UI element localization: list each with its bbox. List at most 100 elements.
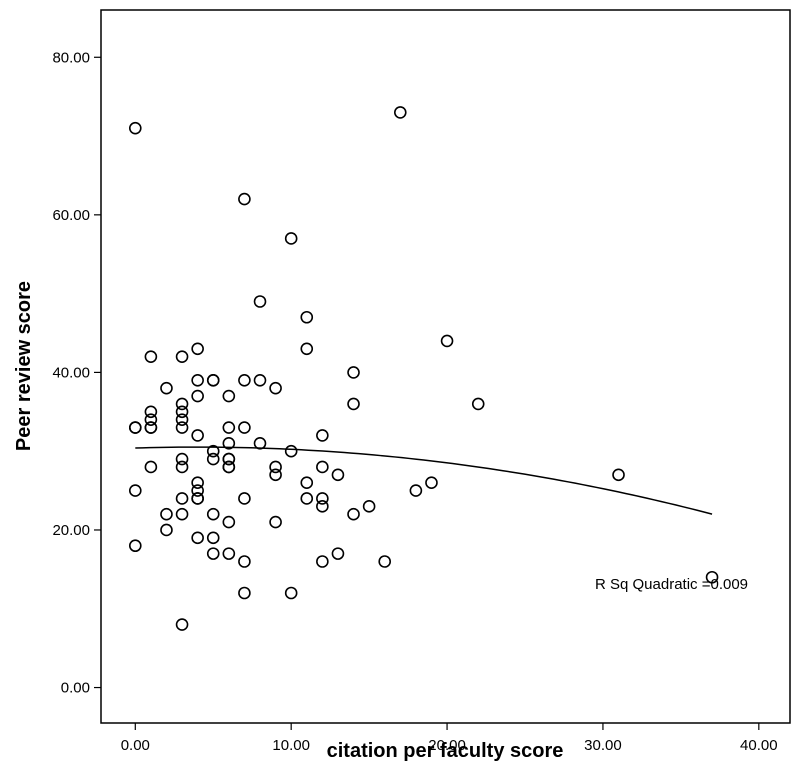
data-point [222,421,236,434]
data-point [362,500,376,513]
data-point [206,507,220,521]
data-point [175,350,189,363]
data-point [316,492,329,505]
data-point [144,460,158,474]
x-tick-label: 40.00 [740,737,778,754]
data-point [253,295,267,308]
data-point [300,342,314,356]
data-point [316,429,329,442]
data-point [316,555,329,568]
data-point [222,515,236,529]
x-axis-ticks: 0.00 10.00 20.00 30.00 40.00 [121,723,778,754]
data-point [238,492,251,505]
data-point [191,531,204,545]
data-point [191,373,204,387]
data-point [316,460,329,474]
data-point [284,232,298,245]
data-point [393,106,407,119]
data-point [284,444,298,458]
data-point [269,460,282,474]
data-point [206,531,220,545]
data-point [191,342,204,356]
data-point [471,397,485,411]
data-point [191,492,204,505]
data-point [144,421,158,434]
data-point [222,452,236,466]
data-point [128,539,142,553]
data-point [175,618,189,631]
data-point [300,492,314,505]
data-point [175,507,189,521]
x-tick-label: 20.00 [428,737,466,754]
data-point [300,310,314,324]
data-point [175,421,189,434]
data-point [206,452,220,466]
r-squared-annotation: R Sq Quadratic =0.009 [595,576,748,593]
data-point [144,350,158,363]
data-point [222,460,236,474]
data-point [253,437,267,450]
y-axis-ticks: 0.00 20.00 40.00 60.00 80.00 [52,49,101,697]
data-point [612,468,625,482]
y-axis-title: Peer review score [13,281,35,451]
data-point [191,429,204,442]
data-point [222,437,236,450]
data-point [300,476,314,490]
data-point [222,389,236,403]
data-point [191,476,204,490]
data-point [269,515,282,529]
data-point [238,586,251,600]
data-point [175,397,189,411]
x-axis-title: citation per faculty score [327,740,564,762]
data-point [440,334,454,348]
data-point [347,397,360,411]
data-point [175,405,189,419]
data-point [378,555,392,568]
data-point [284,586,298,600]
plot-area [100,9,791,724]
data-point [175,460,189,474]
data-point [705,570,719,584]
data-point [206,373,220,387]
x-tick-label: 10.00 [272,737,310,754]
data-point [347,366,360,379]
data-points [128,106,719,631]
y-tick-label: 80.00 [52,49,90,66]
data-point [128,421,142,434]
data-point [206,444,220,458]
data-point [253,373,267,387]
data-point [238,373,251,387]
y-tick-label: 60.00 [52,207,90,224]
data-point [191,389,204,403]
data-point [269,381,282,395]
data-point [238,555,251,568]
data-point [160,381,173,395]
data-point [238,192,251,206]
data-point [144,413,158,426]
data-point [144,405,158,419]
data-point [191,484,204,497]
data-point [347,507,360,521]
data-point [206,547,220,560]
data-point [160,507,173,521]
data-point [316,500,329,513]
data-point [175,413,189,426]
data-point [160,523,173,537]
data-point [175,492,189,505]
data-point [331,468,345,482]
data-point [269,468,282,482]
data-point [128,484,142,497]
data-point [409,484,423,497]
data-point [331,547,345,560]
data-point [128,121,142,135]
data-point [175,452,189,466]
y-tick-label: 20.00 [52,522,90,539]
data-point [238,421,251,434]
data-point [425,476,438,490]
x-tick-label: 0.00 [121,737,150,754]
y-tick-label: 40.00 [52,364,90,381]
data-point [222,547,236,560]
x-tick-label: 30.00 [584,737,622,754]
y-tick-label: 0.00 [61,680,90,697]
